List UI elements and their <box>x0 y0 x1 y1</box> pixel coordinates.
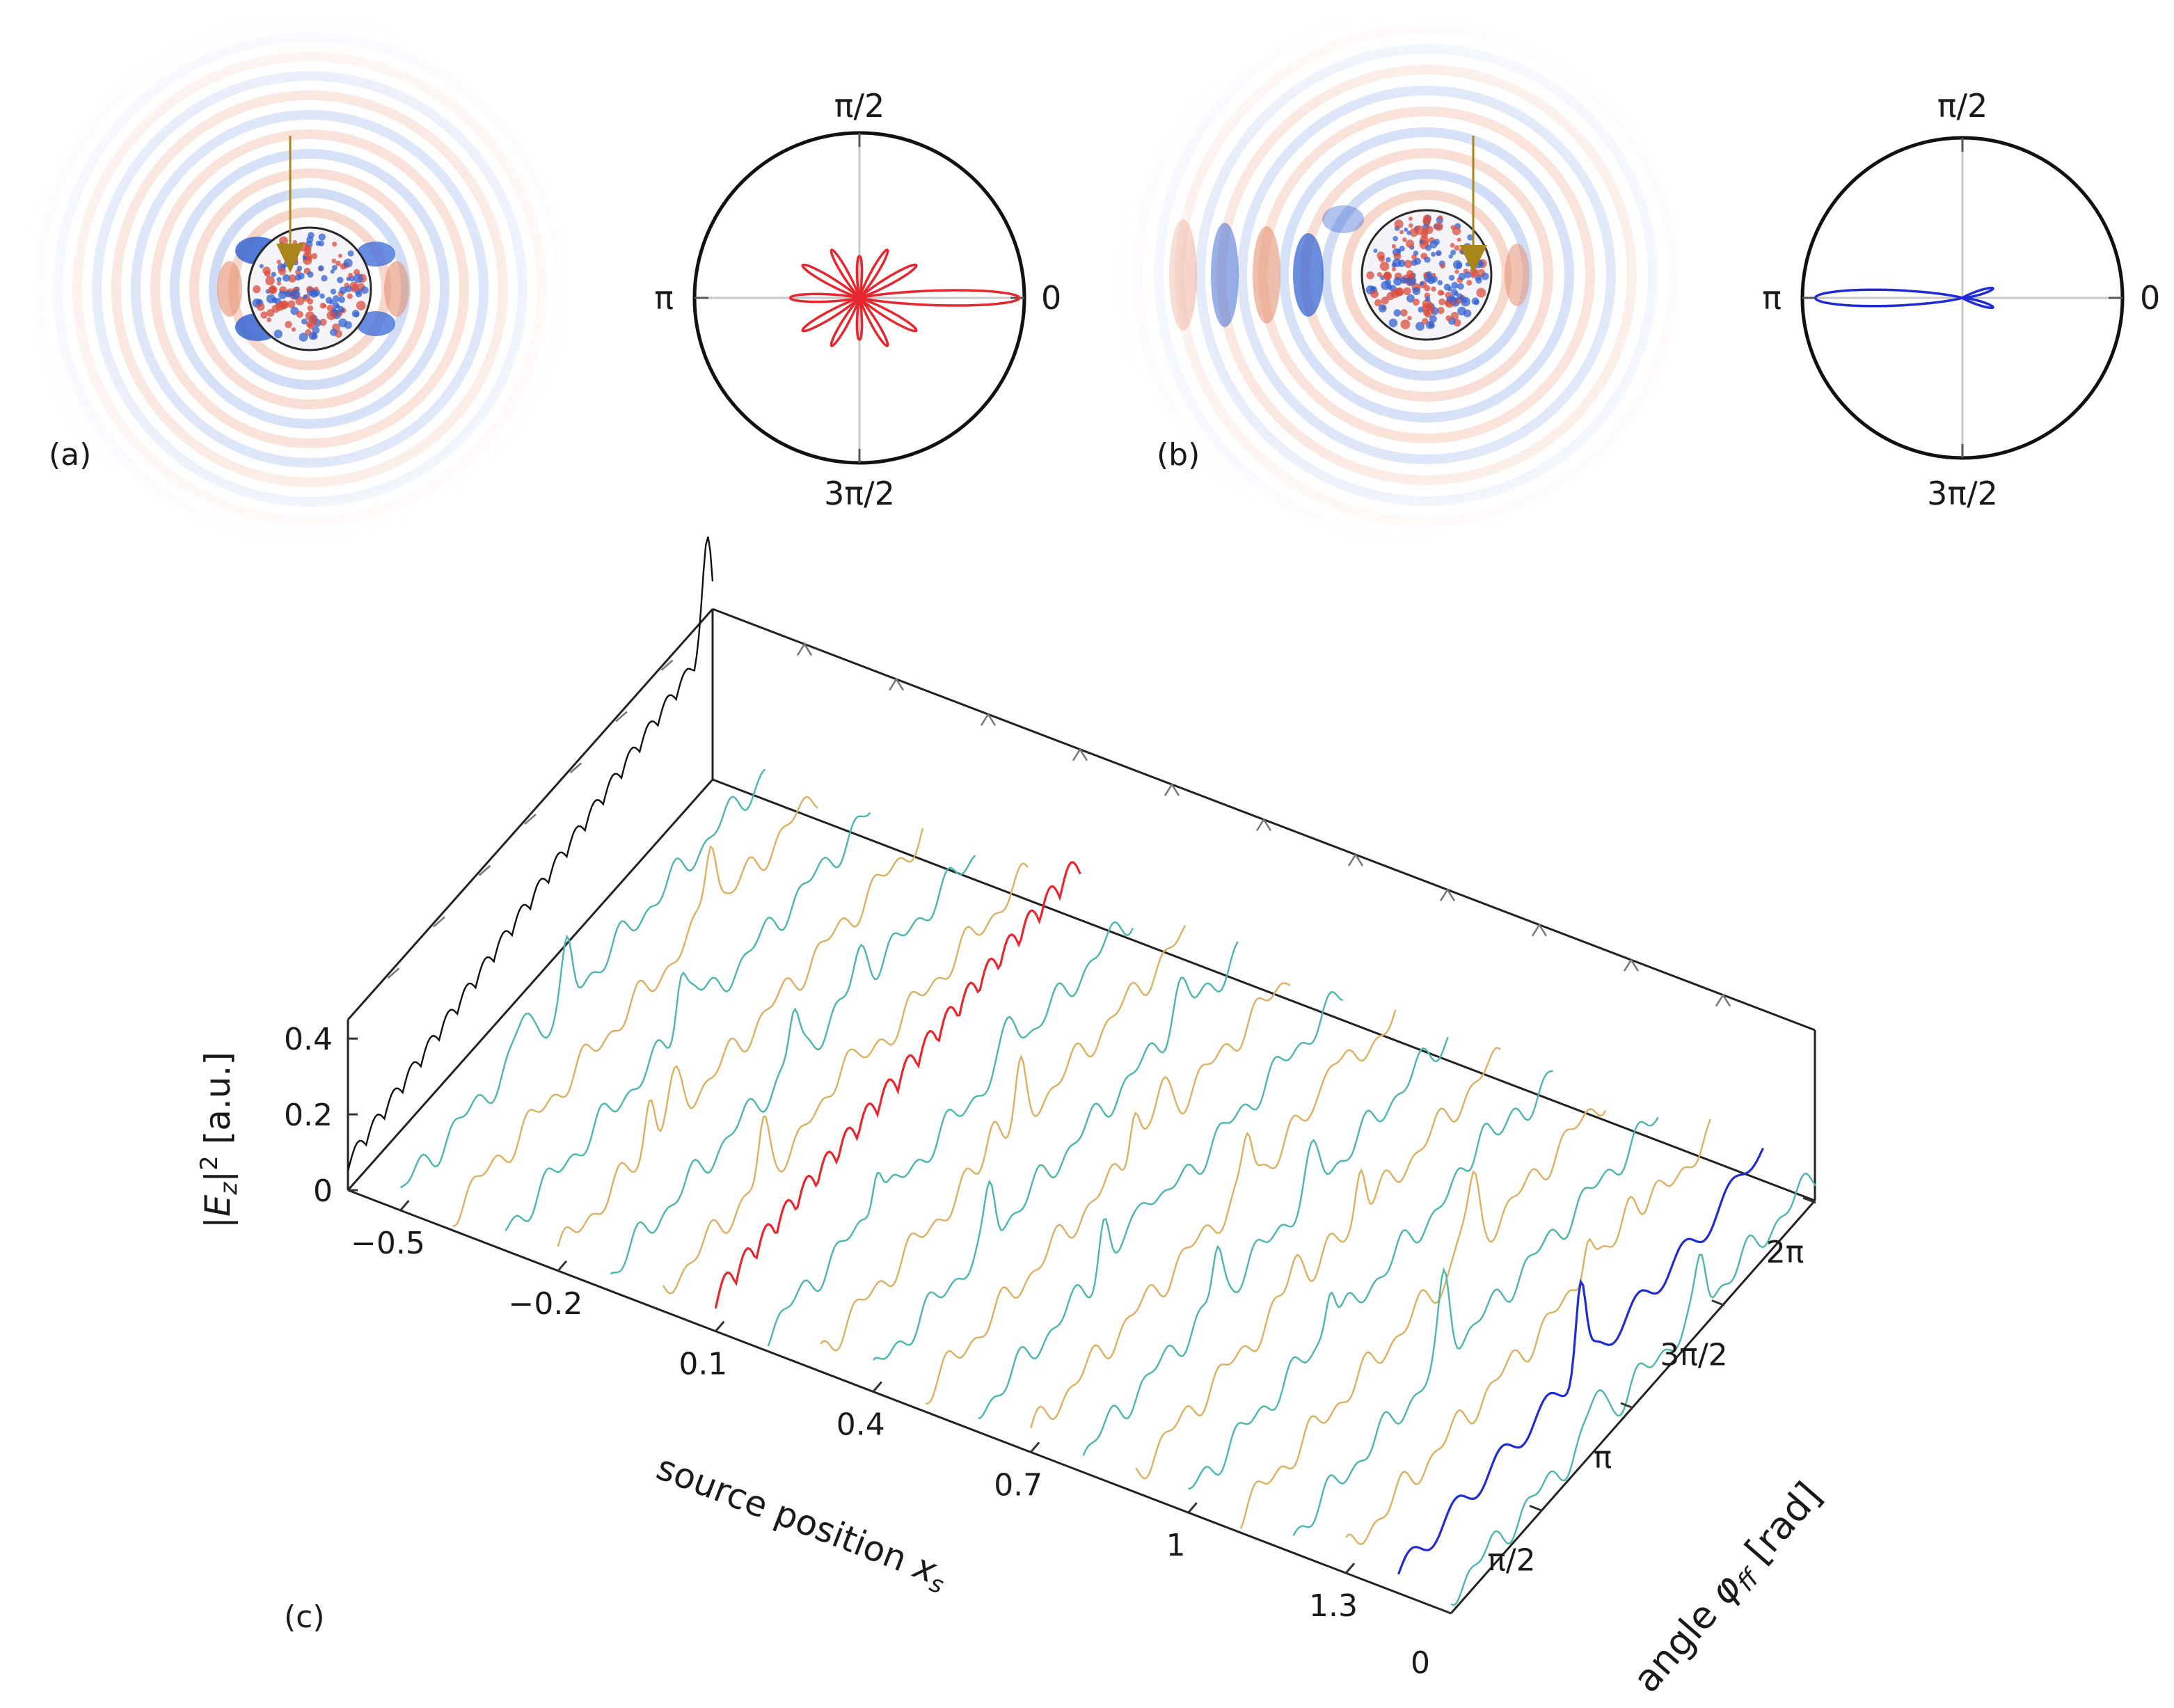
z-tick-label: 0.2 <box>284 1098 333 1133</box>
box-tick <box>524 814 537 825</box>
x-tick-label: 1.3 <box>1309 1588 1358 1624</box>
box-tick <box>1072 748 1088 761</box>
polar-label-right-a: 0 <box>1041 279 1061 317</box>
y-tick <box>1711 1299 1725 1306</box>
z-axis-title: |Ez|2 [a.u.] <box>196 1052 243 1228</box>
box-tick <box>796 642 813 656</box>
y-ticks: 0 π/2 π 3π/2 2π <box>1411 1196 1816 1681</box>
box-tick <box>1255 818 1272 832</box>
x-axis-title: source position xs <box>649 1447 953 1600</box>
y-tick-label: 3π/2 <box>1660 1338 1727 1373</box>
series-line <box>820 925 1187 1352</box>
box-tick <box>1439 887 1456 901</box>
box-tick <box>615 711 628 722</box>
series-line <box>1292 1116 1659 1536</box>
y-tick-label: 0 <box>1411 1645 1430 1681</box>
polar-label-left-a: π <box>654 279 674 317</box>
box-tick <box>387 967 400 979</box>
x-tick-label: −0.5 <box>351 1226 425 1261</box>
x-tick <box>1187 1502 1198 1514</box>
series-line <box>978 990 1344 1420</box>
z-tick-label: 0 <box>313 1173 333 1209</box>
x-tick-label: 0.1 <box>679 1347 727 1382</box>
panel-label-b: (b) <box>1157 437 1200 473</box>
axes-box-ticks <box>387 642 1731 1007</box>
y-tick <box>1529 1505 1543 1512</box>
panel-label-a: (a) <box>49 437 91 473</box>
box-tick <box>1623 958 1640 972</box>
polar-label-top-b: π/2 <box>1937 87 1987 125</box>
y-axis-title: angle φff [rad] <box>1624 1473 1833 1703</box>
x-ticks: −0.5 −0.2 0.1 0.4 0.7 1 1.3 <box>351 1199 1358 1624</box>
x-tick-label: −0.2 <box>508 1286 582 1322</box>
polar-curve-b <box>1814 286 1994 310</box>
z-ticks: 0 0.2 0.4 <box>284 1022 358 1209</box>
x-tick <box>557 1260 568 1272</box>
series-line <box>1345 1118 1712 1545</box>
x-tick-label: 0.7 <box>994 1467 1042 1503</box>
polar-label-right-b: 0 <box>2140 279 2160 317</box>
polar-label-bottom-a: 3π/2 <box>824 475 895 512</box>
polar-plot-a: π/2 3π/2 π 0 <box>654 87 1061 512</box>
box-tick <box>1531 923 1548 937</box>
field-map-a <box>21 14 571 543</box>
x-tick <box>715 1320 725 1332</box>
box-tick <box>478 864 491 876</box>
y-tick-label: π/2 <box>1487 1543 1535 1579</box>
polar-label-top-a: π/2 <box>834 87 884 125</box>
box-tick <box>569 762 582 774</box>
box-tick <box>433 916 445 928</box>
series-line <box>347 536 714 1172</box>
series-line <box>662 862 1029 1295</box>
field-map-b <box>1113 14 1691 543</box>
x-tick-label: 0.4 <box>836 1407 885 1443</box>
y-tick-label: π <box>1594 1440 1612 1476</box>
series-line <box>1082 1036 1449 1456</box>
series-line <box>610 855 976 1275</box>
polar-label-left-b: π <box>1762 279 1782 317</box>
series-line <box>1188 1070 1553 1490</box>
series-line <box>873 941 1239 1361</box>
series-line <box>1450 1172 1816 1606</box>
x-tick <box>1344 1563 1356 1574</box>
series-line <box>767 921 1134 1347</box>
series-line <box>926 982 1291 1405</box>
y-tick <box>1620 1402 1634 1409</box>
series-line <box>452 796 818 1227</box>
box-tick <box>980 712 997 726</box>
series-line <box>505 812 871 1231</box>
x-tick <box>399 1199 410 1211</box>
box-tick <box>1164 782 1180 796</box>
polar-label-bottom-b: 3π/2 <box>1927 475 1998 512</box>
box-tick <box>888 677 905 691</box>
series-line <box>714 861 1081 1309</box>
x-tick-label: 1 <box>1166 1528 1186 1563</box>
source-arrowhead-b <box>1459 245 1487 273</box>
polar-plot-b: π/2 3π/2 π 0 <box>1762 87 2160 512</box>
box-tick <box>1715 993 1731 1007</box>
source-arrowhead-a <box>276 244 304 273</box>
polar-curve-a <box>788 248 1022 347</box>
x-tick <box>1030 1441 1040 1453</box>
panel-label-c: (c) <box>284 1599 325 1635</box>
box-tick <box>660 659 674 671</box>
y-tick <box>1438 1607 1452 1615</box>
y-tick <box>1802 1196 1816 1204</box>
y-tick-label: 2π <box>1766 1235 1804 1270</box>
z-tick-label: 0.4 <box>284 1022 333 1057</box>
series-line <box>1030 1009 1397 1429</box>
waterfall-plot: −0.5 −0.2 0.1 0.4 0.7 1 1.3 0 π/2 π 3π/2 2π 0 0.2 0.… <box>196 536 1833 1703</box>
x-tick <box>872 1381 882 1393</box>
series-line <box>557 828 924 1247</box>
box-tick <box>1347 853 1364 867</box>
series-line <box>1397 1148 1764 1575</box>
series-group <box>347 536 1816 1606</box>
series-line <box>399 768 766 1189</box>
series-line <box>1239 1108 1607 1529</box>
series-line <box>1135 1047 1501 1480</box>
